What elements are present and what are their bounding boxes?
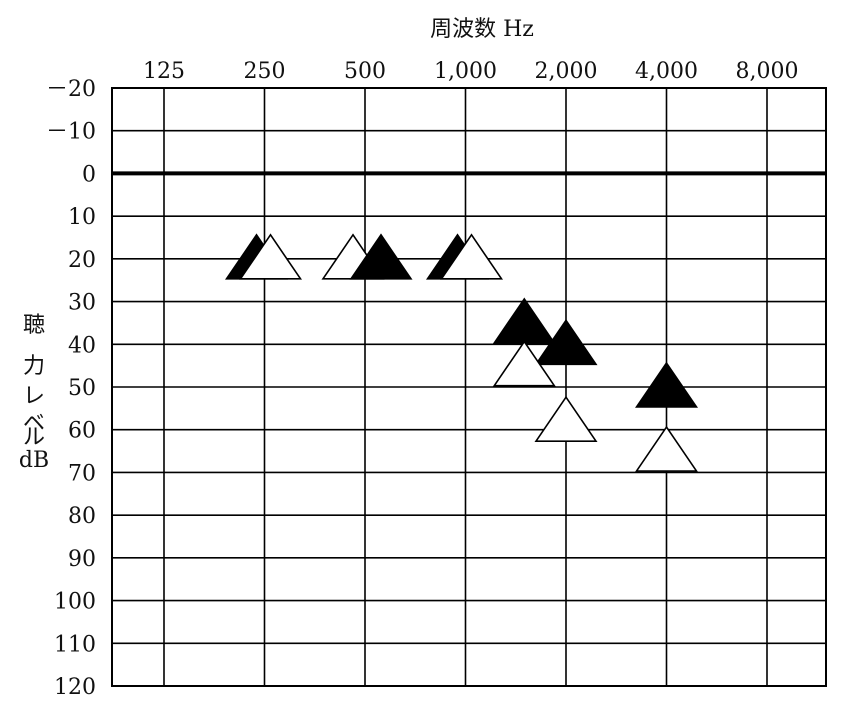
y-tick-label-13: 110 — [54, 632, 96, 657]
y-tick-label-1: －10 — [46, 120, 96, 145]
y-label-part-4: ル — [23, 425, 45, 450]
y-label-part-3: ベ — [23, 411, 45, 436]
x-tick-label-5: 4,000 — [635, 59, 698, 84]
y-tick-labels: －20 －10 0 10 20 30 40 50 60 70 80 90 100 110 120 — [46, 77, 96, 700]
y-tick-label-14: 120 — [54, 675, 96, 700]
y-tick-label-12: 100 — [54, 590, 96, 615]
grid — [111, 87, 827, 687]
filled-triangle-5 — [634, 361, 699, 408]
data-marks — [224, 233, 699, 472]
chart-title: 周波数 Hz — [430, 17, 534, 42]
x-tick-label-4: 2,000 — [535, 59, 598, 84]
y-label-part-5: dB — [19, 448, 49, 473]
y-label-part-1: 力 — [23, 354, 45, 379]
open-triangle-5 — [634, 425, 699, 472]
plot-frame — [111, 87, 827, 687]
y-label-part-2: レ — [23, 384, 45, 409]
x-tick-label-3: 1,000 — [434, 59, 497, 84]
filled-triangle-4 — [534, 318, 598, 366]
y-tick-label-4: 20 — [68, 248, 96, 273]
open-triangle-4 — [534, 395, 598, 442]
y-tick-label-2: 0 — [82, 162, 96, 187]
x-tick-label-6: 8,000 — [736, 59, 799, 84]
y-tick-label-7: 50 — [68, 376, 96, 401]
x-tick-label-2: 500 — [344, 59, 386, 84]
y-tick-label-3: 10 — [68, 205, 96, 230]
y-tick-label-10: 80 — [68, 504, 96, 529]
y-tick-label-11: 90 — [68, 547, 96, 572]
open-triangle-0 — [238, 233, 303, 280]
y-tick-label-5: 30 — [68, 291, 96, 316]
y-tick-label-8: 60 — [68, 419, 96, 444]
x-tick-label-1: 250 — [244, 59, 286, 84]
open-triangle-3 — [492, 340, 556, 387]
x-tick-labels: 125 250 500 1,000 2,000 4,000 8,000 — [143, 59, 798, 84]
y-label-part-0: 聴 — [23, 313, 45, 338]
y-tick-label-0: －20 — [46, 77, 96, 102]
x-tick-label-0: 125 — [143, 59, 185, 84]
y-tick-label-9: 70 — [68, 461, 96, 486]
filled-triangle-3 — [492, 297, 556, 344]
filled-triangle-1 — [349, 233, 413, 280]
open-triangle-2 — [439, 233, 504, 280]
y-tick-label-6: 40 — [68, 333, 96, 358]
